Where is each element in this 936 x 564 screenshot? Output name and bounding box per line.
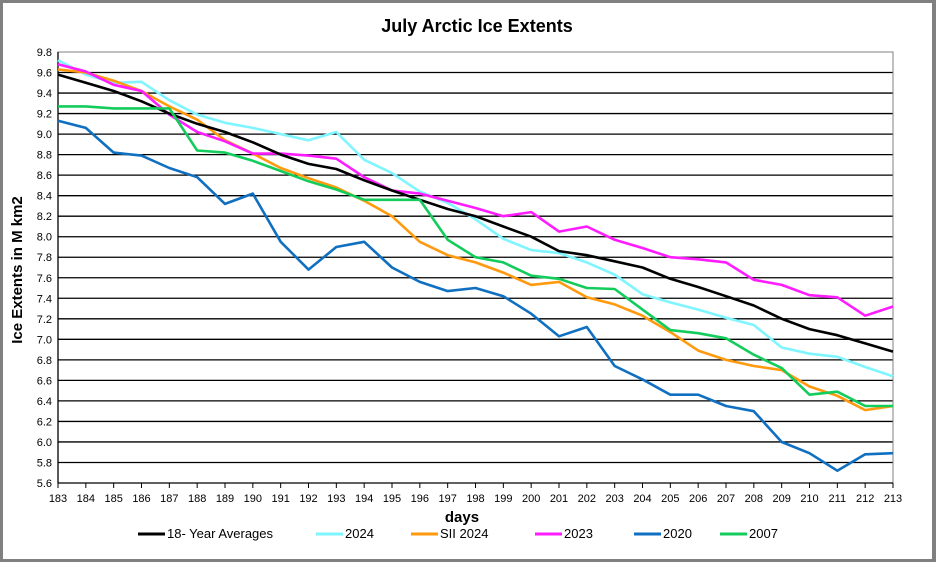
x-tick-label: 184 [77, 493, 95, 505]
legend-label: 2024 [345, 526, 374, 541]
y-tick-label: 9.0 [37, 129, 52, 141]
series-line-2020 [57, 119, 894, 473]
x-tick-label: 200 [522, 493, 540, 505]
series-lines [57, 59, 894, 473]
y-tick-label: 5.6 [37, 478, 52, 490]
y-tick-label: 9.2 [37, 109, 52, 121]
x-tick-label: 204 [633, 493, 651, 505]
x-tick-label: 190 [244, 493, 262, 505]
y-tick-label: 9.8 [37, 47, 52, 59]
legend-item-18-year-averages: 18- Year Averages [138, 526, 274, 541]
x-tick-label: 205 [661, 493, 679, 505]
y-tick-label: 6.0 [37, 437, 52, 449]
x-axis-title: days [445, 509, 479, 526]
y-tick-label: 6.6 [37, 375, 52, 387]
y-tick-label: 8.6 [37, 170, 52, 182]
x-tick-label: 211 [829, 493, 847, 505]
y-tick-label: 7.8 [37, 252, 52, 264]
legend-label: 2020 [663, 526, 692, 541]
y-tick-label: 7.0 [37, 334, 52, 346]
x-tick-label: 192 [299, 493, 317, 505]
x-tick-label: 189 [216, 493, 234, 505]
series-line-2007 [58, 105, 893, 408]
x-tick-label: 212 [856, 493, 874, 505]
legend-item-2024: 2024 [316, 526, 374, 541]
y-tick-label: 8.0 [37, 232, 52, 244]
x-tick-label: 187 [160, 493, 178, 505]
x-tick-label: 195 [383, 493, 401, 505]
x-tick-label: 201 [550, 493, 568, 505]
y-tick-label: 6.8 [37, 355, 52, 367]
y-tick-label: 7.2 [37, 314, 52, 326]
x-tick-label: 191 [271, 493, 289, 505]
x-tick-label: 208 [745, 493, 763, 505]
x-tick-label: 213 [884, 493, 902, 505]
x-tick-label: 209 [772, 493, 790, 505]
x-tick-label: 198 [466, 493, 484, 505]
x-tick-label: 199 [494, 493, 512, 505]
legend-item-sii-2024: SII 2024 [411, 526, 488, 541]
x-tick-label: 197 [438, 493, 456, 505]
chart-title: July Arctic Ice Extents [381, 16, 572, 36]
legend-item-2020: 2020 [634, 526, 692, 541]
plot-area [57, 51, 894, 484]
x-tick-label: 194 [355, 493, 373, 505]
x-tick-label: 188 [188, 493, 206, 505]
y-tick-label: 9.6 [37, 68, 52, 80]
x-tick-label: 206 [689, 493, 707, 505]
y-tick-label: 6.2 [37, 416, 52, 428]
x-tick-label: 193 [327, 493, 345, 505]
legend-label: 2023 [564, 526, 593, 541]
legend-label: 18- Year Averages [167, 526, 274, 541]
x-tick-label: 183 [49, 493, 67, 505]
y-tick-label: 8.2 [37, 211, 52, 223]
x-tick-label: 203 [605, 493, 623, 505]
y-axis-title: Ice Extents in M km2 [9, 196, 26, 344]
y-tick-label: 5.8 [37, 457, 52, 469]
y-axis: 5.6 5.8 6.0 6.2 6.4 6.6 6.8 7.0 7.2 7.4 7.6 7.8 8.0 8… [37, 47, 59, 490]
x-tick-label: 185 [104, 493, 122, 505]
line-chart: July Arctic Ice Extents 5.6 5.8 6.0 6.2 6.4 6… [9, 16, 902, 541]
x-tick-label: 196 [411, 493, 429, 505]
y-tick-label: 7.4 [37, 293, 52, 305]
y-tick-label: 8.4 [37, 191, 52, 203]
series-line-2024 [57, 59, 894, 378]
legend-item-2007: 2007 [720, 526, 778, 541]
legend: 18- Year Averages 2024 SII 2024 2023 2020 200… [138, 526, 778, 541]
legend-label: 2007 [749, 526, 778, 541]
x-tick-label: 202 [578, 493, 596, 505]
y-tick-label: 8.8 [37, 150, 52, 162]
y-tick-label: 9.4 [37, 88, 52, 100]
x-tick-label: 210 [800, 493, 818, 505]
legend-label: SII 2024 [440, 526, 488, 541]
y-tick-label: 6.4 [37, 396, 52, 408]
x-tick-label: 207 [717, 493, 735, 505]
y-tick-label: 7.6 [37, 273, 52, 285]
legend-item-2023: 2023 [535, 526, 593, 541]
x-axis: 183 184 185 186 187 188 189 190 191 192 193 194 195 1… [49, 482, 902, 505]
series-line-18-year-averages [57, 73, 894, 353]
series-line-2023 [57, 63, 894, 318]
x-tick-label: 186 [132, 493, 150, 505]
series-line-sii-2024 [57, 68, 894, 412]
